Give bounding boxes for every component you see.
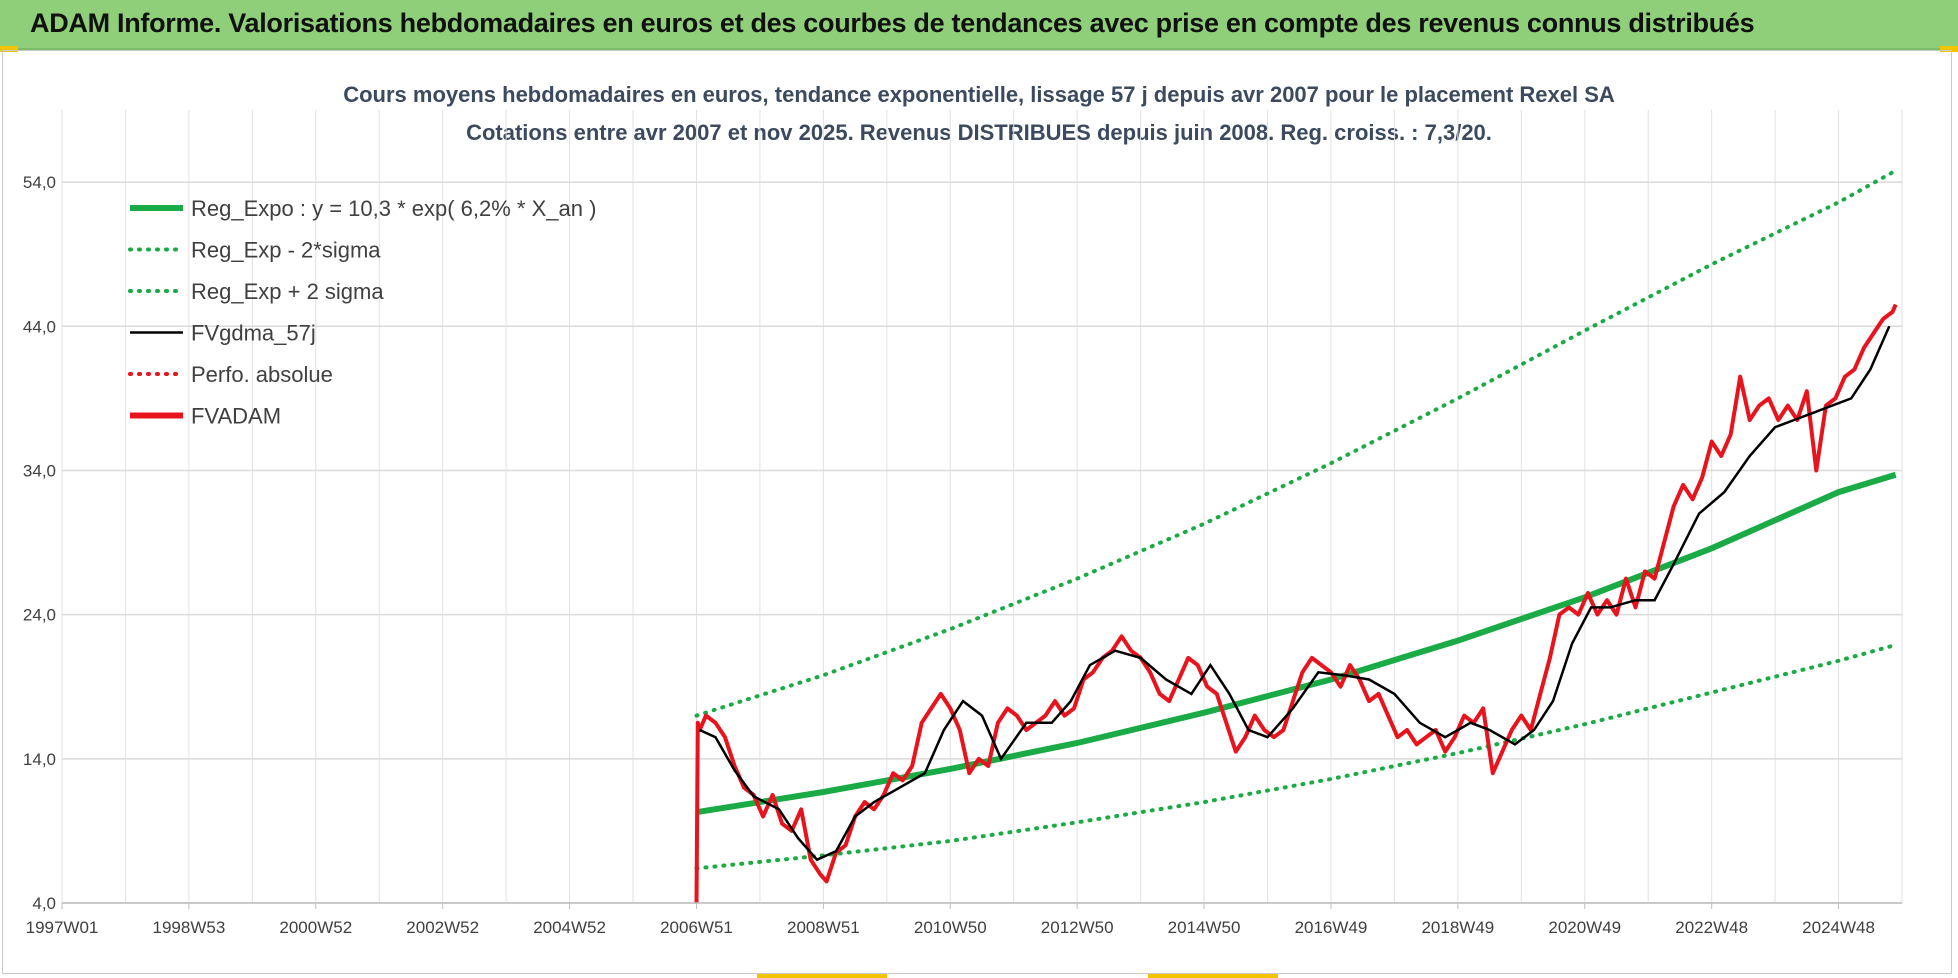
chart-title: Cours moyens hebdomadaires en euros, ten… <box>343 82 1615 107</box>
bottom-accent-mark <box>1148 974 1278 978</box>
x-tick-label: 2014W50 <box>1168 918 1241 937</box>
page-title: ADAM Informe. Valorisations hebdomadaire… <box>30 8 1755 38</box>
bottom-accent-mark <box>757 974 887 978</box>
x-tick-label: 2000W52 <box>279 918 352 937</box>
legend-label: Perfo. absolue <box>191 362 333 387</box>
series-line <box>696 471 1897 816</box>
legend-label: FVgdma_57j <box>191 321 316 346</box>
x-tick-label: 2002W52 <box>406 918 479 937</box>
x-tick-label: 2018W49 <box>1421 918 1494 937</box>
header-band: ADAM Informe. Valorisations hebdomadaire… <box>0 0 1958 50</box>
legend-label: FVADAM <box>191 404 281 429</box>
x-tick-label: 1997W01 <box>26 918 99 937</box>
x-tick-label: 2020W49 <box>1548 918 1621 937</box>
y-tick-label: 14,0 <box>23 750 56 769</box>
y-tick-label: 44,0 <box>23 317 56 336</box>
x-tick-label: 2010W50 <box>914 918 987 937</box>
x-tick-label: 2012W50 <box>1041 918 1114 937</box>
legend-label: Reg_Exp + 2 sigma <box>191 279 384 304</box>
x-tick-label: 2022W48 <box>1675 918 1748 937</box>
x-tick-label: 1998W53 <box>153 918 226 937</box>
series-line <box>694 168 1898 718</box>
legend-label: Reg_Exp - 2*sigma <box>191 238 381 263</box>
y-tick-label: 4,0 <box>32 894 56 913</box>
chart-frame <box>2 50 1952 974</box>
header-corner-mark-right <box>1940 46 1958 52</box>
series-line <box>694 303 1898 904</box>
y-tick-label: 24,0 <box>23 606 56 625</box>
legend-label: Reg_Expo : y = 10,3 * exp( 6,2% * X_an ) <box>191 196 596 221</box>
chart-subtitle: Cotations entre avr 2007 et nov 2025. Re… <box>466 120 1492 145</box>
x-tick-label: 2004W52 <box>533 918 606 937</box>
header-corner-mark-left <box>0 46 18 52</box>
y-tick-label: 54,0 <box>23 173 56 192</box>
series-line <box>694 642 1898 871</box>
x-tick-label: 2008W51 <box>787 918 860 937</box>
x-tick-label: 2024W48 <box>1802 918 1875 937</box>
y-tick-label: 34,0 <box>23 461 56 480</box>
series-line <box>699 325 1891 862</box>
x-tick-label: 2016W49 <box>1295 918 1368 937</box>
x-tick-label: 2006W51 <box>660 918 733 937</box>
